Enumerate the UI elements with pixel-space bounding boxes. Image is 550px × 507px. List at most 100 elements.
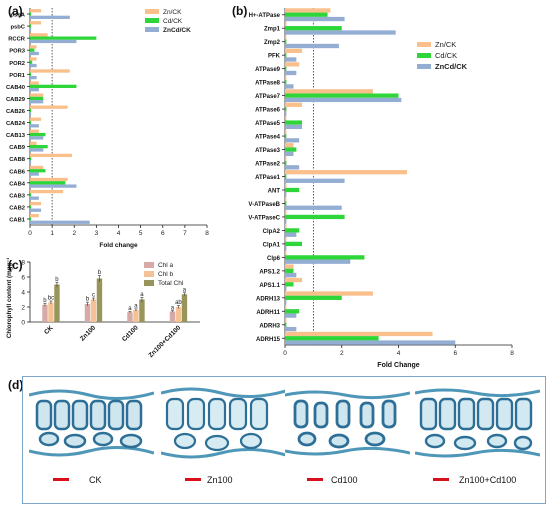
y-tick-label: 4 (21, 290, 25, 297)
category-label-aps1-2: APS1.2 (259, 269, 280, 275)
bar-zn-ck-adrh15 (285, 331, 433, 337)
category-label-cab40: CAB40 (6, 85, 25, 91)
category-label-clpa2: ClpA2 (263, 229, 281, 235)
bar-zn-ck-cab13 (30, 129, 39, 133)
bar-zn-ck-clp6 (285, 250, 287, 256)
bar-cd-ck-v-atpaseb (285, 201, 287, 206)
bar-cd-ck-por2 (30, 60, 33, 64)
category-label-clpa1: ClpA1 (263, 242, 281, 248)
bar-zncd-ck-cab1 (30, 220, 90, 224)
bar-cd-ck-cab4 (30, 181, 66, 185)
bar-zn-ck-atpase4 (285, 129, 287, 134)
bar-zn-ck-atpase5 (285, 116, 287, 121)
bar-cd-ck-atpase6 (285, 106, 287, 112)
bar-total-chl-cd100 (139, 299, 145, 322)
significance-label: b (86, 297, 90, 303)
bar-cd-ck-atpase5 (285, 120, 303, 125)
category-label-h-atpase: H+-ATPase (249, 13, 281, 19)
bar-zn-ck-por3 (30, 45, 37, 49)
category-label-cab9: CAB9 (9, 145, 26, 151)
category-label-psbc: psbC (11, 25, 26, 31)
bar-chl-b-cd100 (133, 310, 139, 322)
x-tick-label: 4 (397, 350, 401, 357)
bar-cd-ck-pfk (285, 53, 287, 58)
bar-zn-ck-h-atpase (285, 8, 331, 13)
bar-zncd-ck-cab40 (30, 88, 39, 92)
bar-cd-ck-atpase7 (285, 93, 399, 98)
bar-cd-ck-cab24 (30, 120, 32, 125)
bar-cd-ck-adrh11 (285, 309, 300, 314)
panel-label-c: (c) (8, 258, 23, 272)
y-axis-label: Chlorophyll content (mgg⁻¹FW) (6, 258, 13, 338)
bar-cd-ck-rccr (30, 36, 97, 40)
bar-cd-ck-v-atpasec (285, 214, 345, 220)
bar-zn-ck-cab1 (30, 214, 39, 218)
legend-label-total-chl: Total Chl (158, 280, 184, 287)
bar-total-chl-zn100-cd100 (181, 294, 188, 322)
bar-zncd-ck-cab8 (30, 160, 32, 164)
significance-label: bc (48, 296, 54, 302)
legend-swatch-chl-b (144, 271, 154, 277)
category-label-adrh13: ADRH13 (256, 296, 281, 302)
significance-label: b (98, 270, 102, 276)
x-tick-label: 4 (117, 230, 121, 237)
bar-chl-b-zn100 (90, 299, 97, 322)
significance-label: a (183, 287, 187, 293)
bar-zncd-ck-aps1-1 (285, 286, 287, 291)
bar-cd-ck-atpase3 (285, 147, 297, 152)
category-label-atpase8: ATPase8 (255, 81, 281, 87)
bar-zncd-ck-por2 (30, 63, 37, 68)
category-label-cab26: CAB26 (6, 109, 26, 115)
category-label-cab6: CAB6 (9, 169, 26, 175)
bar-cd-ck-aps1-1 (285, 282, 294, 287)
bar-zncd-ck-rccr (30, 39, 77, 44)
bar-cd-ck-cab2 (30, 205, 32, 209)
leaf-section-cd100-image (285, 383, 410, 465)
bar-zn-ck-rccr (30, 33, 48, 37)
bar-zn-ck-zmp2 (285, 35, 287, 40)
bar-cd-ck-atpase8 (285, 79, 287, 85)
bar-zn-ck-atpase3 (285, 143, 294, 148)
significance-label: c (92, 293, 95, 299)
bar-chl-b-ck (48, 302, 54, 322)
significance-label: a (171, 305, 175, 311)
bar-chl-a-zn100-cd100 (169, 311, 176, 322)
bar-zncd-ck-clp6 (285, 259, 351, 264)
x-tick-label: 2 (72, 230, 76, 237)
x-tick-label: 0 (28, 230, 32, 237)
bar-zn-ck-cab29 (30, 93, 44, 97)
bar-zn-ck-atpase9 (285, 62, 300, 67)
bar-zn-ck-pfk (285, 48, 303, 54)
bar-cd-ck-h-atpase (285, 12, 328, 17)
bar-zn-ck-clpa2 (285, 223, 287, 229)
bar-zncd-ck-atpase6 (285, 111, 287, 116)
bar-zncd-ck-atpase5 (285, 124, 303, 130)
bar-zncd-ck-atpase8 (285, 84, 294, 89)
bar-zn-ck-cab24 (30, 117, 42, 121)
category-label-rccr: RCCR (8, 37, 26, 43)
category-label-cab8: CAB8 (9, 157, 26, 163)
bar-zncd-ck-clpa1 (285, 246, 287, 251)
chart-a: 0 1 2 3 4 5 6 7 8 Fold change psbA psbC RCCR POR3 POR2… (6, 8, 209, 249)
panel-label-b: (b) (232, 4, 248, 18)
bar-zncd-ck-psbc (30, 27, 32, 32)
bar-zn-ck-aps1-2 (285, 264, 294, 269)
category-label-atpase5: ATPase5 (255, 121, 281, 127)
bar-zncd-ck-cab3 (30, 196, 39, 200)
bar-zn-ck-adrh11 (285, 304, 287, 310)
leaf-section-zn100-cd100-image (415, 383, 540, 465)
x-tick-label: 6 (161, 230, 165, 237)
bar-cd-ck-cab9 (30, 144, 48, 149)
bar-chl-a-cd100 (127, 312, 133, 322)
bar-zn-ck-cab9 (30, 141, 37, 145)
category-label-atpase1: ATPase1 (255, 175, 281, 181)
bar-cd-ck-zmp1 (285, 26, 342, 31)
bar-zncd-ck-v-atpaseb (285, 205, 342, 210)
category-label-adrh3: ADRH3 (259, 323, 280, 329)
leaf-section-zn100-image (161, 383, 286, 465)
bar-zncd-ck-cab24 (30, 124, 39, 128)
bar-zncd-ck-cab13 (30, 136, 44, 140)
bar-zncd-ck-adrh3 (285, 326, 297, 332)
bar-cd-ck-zmp2 (285, 39, 287, 44)
